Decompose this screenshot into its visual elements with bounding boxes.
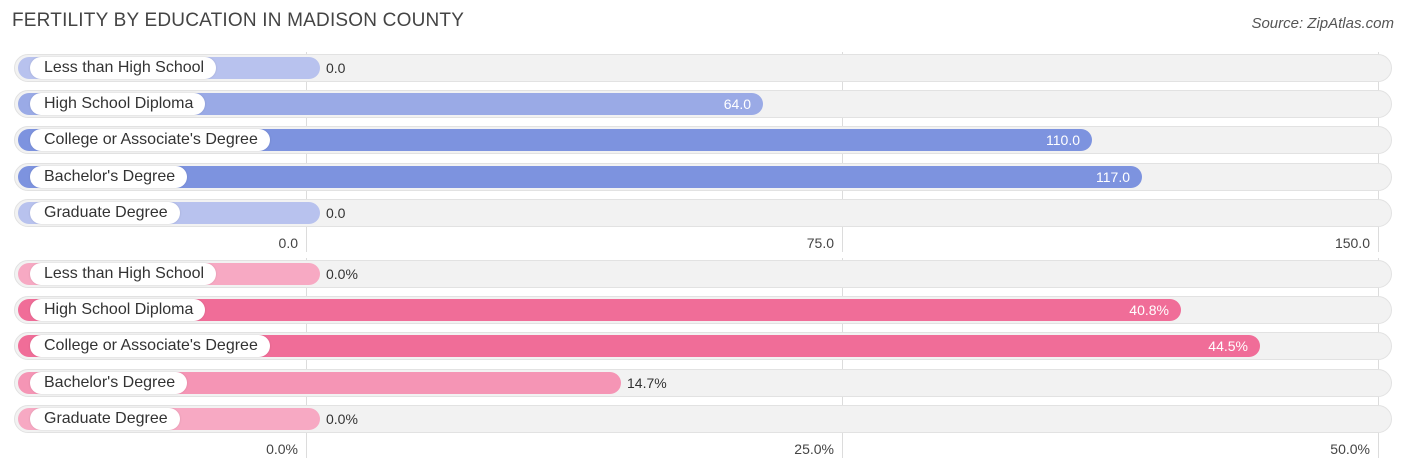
value-label: 0.0% <box>326 411 358 427</box>
category-label: Less than High School <box>30 263 217 285</box>
value-label: 0.0 <box>326 205 346 221</box>
chart-title: FERTILITY BY EDUCATION IN MADISON COUNTY <box>12 10 465 31</box>
value-label: 40.8% <box>1129 302 1169 318</box>
value-label: 0.0 <box>326 60 346 76</box>
x-tick-label: 75.0 <box>806 235 834 251</box>
category-label: Graduate Degree <box>30 408 180 430</box>
bar-high-school-diploma <box>18 93 763 115</box>
value-label: 110.0 <box>1046 132 1080 148</box>
x-tick-label: 50.0% <box>1330 441 1370 457</box>
category-label: College or Associate's Degree <box>30 335 270 357</box>
x-tick-label: 150.0 <box>1334 235 1370 251</box>
category-label: High School Diploma <box>30 93 206 115</box>
category-label: Graduate Degree <box>30 202 180 224</box>
value-label: 0.0% <box>326 266 358 282</box>
fertility-rate-chart: Less than High School 0.0 High School Dipl… <box>0 52 1406 257</box>
value-label: 14.7% <box>627 375 667 391</box>
bar-bachelors-degree <box>18 166 1142 188</box>
bar-high-school-diploma <box>18 299 1181 321</box>
bar-college-or-associates-degree <box>18 129 1092 151</box>
category-label: High School Diploma <box>30 299 206 321</box>
value-label: 44.5% <box>1208 338 1248 354</box>
value-label: 64.0 <box>723 96 751 112</box>
category-label: Bachelor's Degree <box>30 166 188 188</box>
bar-college-or-associates-degree <box>18 335 1260 357</box>
x-tick-label: 25.0% <box>794 441 834 457</box>
x-tick-label: 0.0 <box>278 235 298 251</box>
x-tick-label: 0.0% <box>266 441 298 457</box>
fertility-percent-chart: Less than High School 0.0% High School Dip… <box>0 258 1406 463</box>
category-label: Bachelor's Degree <box>30 372 188 394</box>
category-label: Less than High School <box>30 57 217 79</box>
source-credit: Source: ZipAtlas.com <box>1251 15 1394 32</box>
value-label: 117.0 <box>1096 169 1130 185</box>
category-label: College or Associate's Degree <box>30 129 270 151</box>
